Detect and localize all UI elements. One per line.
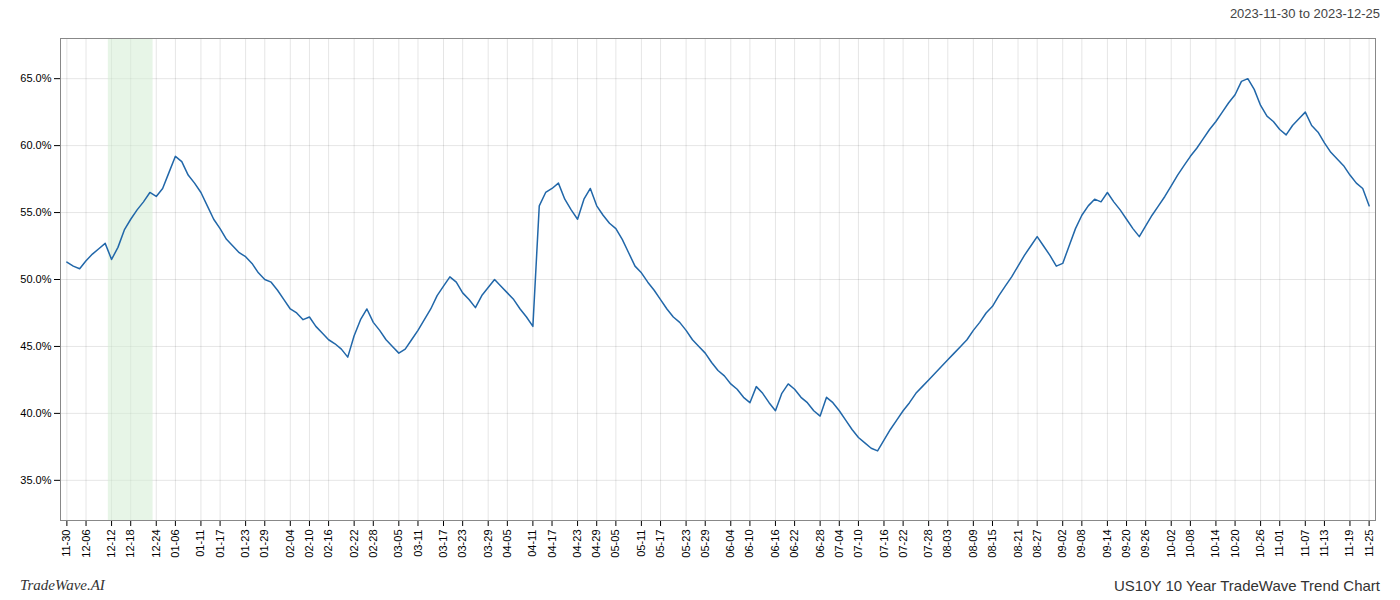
svg-text:05-17: 05-17 [654, 530, 666, 558]
svg-text:06-22: 06-22 [788, 530, 800, 558]
svg-text:07-16: 07-16 [877, 530, 889, 558]
svg-text:02-22: 02-22 [348, 530, 360, 558]
svg-text:07-28: 07-28 [922, 530, 934, 558]
svg-text:11-07: 11-07 [1299, 530, 1311, 557]
svg-text:04-05: 04-05 [501, 530, 513, 558]
svg-text:05-05: 05-05 [609, 530, 621, 558]
svg-text:11-19: 11-19 [1343, 530, 1355, 557]
svg-text:09-26: 09-26 [1139, 530, 1151, 558]
svg-text:03-29: 03-29 [482, 530, 494, 558]
svg-text:09-08: 09-08 [1075, 530, 1087, 558]
svg-text:11-30: 11-30 [60, 530, 72, 557]
svg-text:05-23: 05-23 [680, 530, 692, 558]
svg-text:10-26: 10-26 [1254, 530, 1266, 558]
svg-text:08-03: 08-03 [941, 530, 953, 558]
html-text:TradeWave.AI: TradeWave.AI [20, 576, 105, 593]
svg-text:07-22: 07-22 [897, 530, 909, 558]
svg-text:11-25: 11-25 [1363, 530, 1375, 557]
svg-text:10-14: 10-14 [1209, 530, 1221, 558]
svg-text:02-16: 02-16 [322, 530, 334, 558]
svg-text:10-08: 10-08 [1184, 530, 1196, 558]
svg-text:04-29: 04-29 [590, 530, 602, 558]
svg-text:08-27: 08-27 [1031, 530, 1043, 558]
svg-text:65.0%: 65.0% [20, 72, 51, 84]
svg-text:07-10: 07-10 [852, 530, 864, 558]
svg-text:05-11: 05-11 [635, 530, 647, 557]
svg-text:12-24: 12-24 [150, 530, 162, 558]
svg-text:05-29: 05-29 [699, 530, 711, 558]
svg-text:08-09: 08-09 [967, 530, 979, 558]
svg-text:45.0%: 45.0% [20, 340, 51, 352]
svg-text:11-01: 11-01 [1273, 530, 1285, 557]
svg-text:08-15: 08-15 [986, 530, 998, 558]
svg-text:06-10: 06-10 [743, 530, 755, 558]
svg-text:01-17: 01-17 [214, 530, 226, 558]
svg-text:03-05: 03-05 [392, 530, 404, 558]
svg-text:04-11: 04-11 [526, 530, 538, 557]
svg-text:09-14: 09-14 [1101, 530, 1113, 558]
svg-text:04-23: 04-23 [571, 530, 583, 558]
svg-text:04-17: 04-17 [546, 530, 558, 558]
html-text:2023-11-30 to 2023-12-25: 2023-11-30 to 2023-12-25 [1229, 5, 1380, 21]
svg-text:02-10: 02-10 [303, 530, 315, 558]
svg-text:03-23: 03-23 [456, 530, 468, 558]
svg-text:12-18: 12-18 [124, 530, 136, 558]
svg-text:10-20: 10-20 [1229, 530, 1241, 558]
svg-text:07-04: 07-04 [833, 530, 845, 558]
svg-text:08-21: 08-21 [1012, 530, 1024, 558]
svg-text:12-12: 12-12 [105, 530, 117, 558]
svg-text:10-02: 10-02 [1165, 530, 1177, 558]
svg-text:40.0%: 40.0% [20, 407, 51, 419]
svg-text:12-06: 12-06 [80, 530, 92, 558]
svg-text:09-20: 09-20 [1120, 530, 1132, 558]
svg-text:50.0%: 50.0% [20, 273, 51, 285]
svg-text:02-04: 02-04 [284, 530, 296, 558]
html-text:US10Y 10 Year TradeWave Trend: US10Y 10 Year TradeWave Trend Chart [1114, 576, 1380, 594]
svg-text:09-02: 09-02 [1056, 530, 1068, 558]
svg-text:01-11: 01-11 [194, 530, 206, 557]
svg-text:01-23: 01-23 [239, 530, 251, 558]
svg-text:35.0%: 35.0% [20, 474, 51, 486]
svg-text:03-17: 03-17 [437, 530, 449, 558]
svg-text:01-29: 01-29 [258, 530, 270, 558]
svg-text:02-28: 02-28 [367, 530, 379, 558]
svg-text:03-11: 03-11 [411, 530, 423, 557]
svg-text:06-16: 06-16 [769, 530, 781, 558]
svg-text:11-13: 11-13 [1318, 530, 1330, 557]
svg-text:06-04: 06-04 [724, 530, 736, 558]
svg-text:55.0%: 55.0% [20, 206, 51, 218]
svg-text:06-28: 06-28 [814, 530, 826, 558]
svg-text:60.0%: 60.0% [20, 139, 51, 151]
svg-text:01-06: 01-06 [169, 530, 181, 558]
